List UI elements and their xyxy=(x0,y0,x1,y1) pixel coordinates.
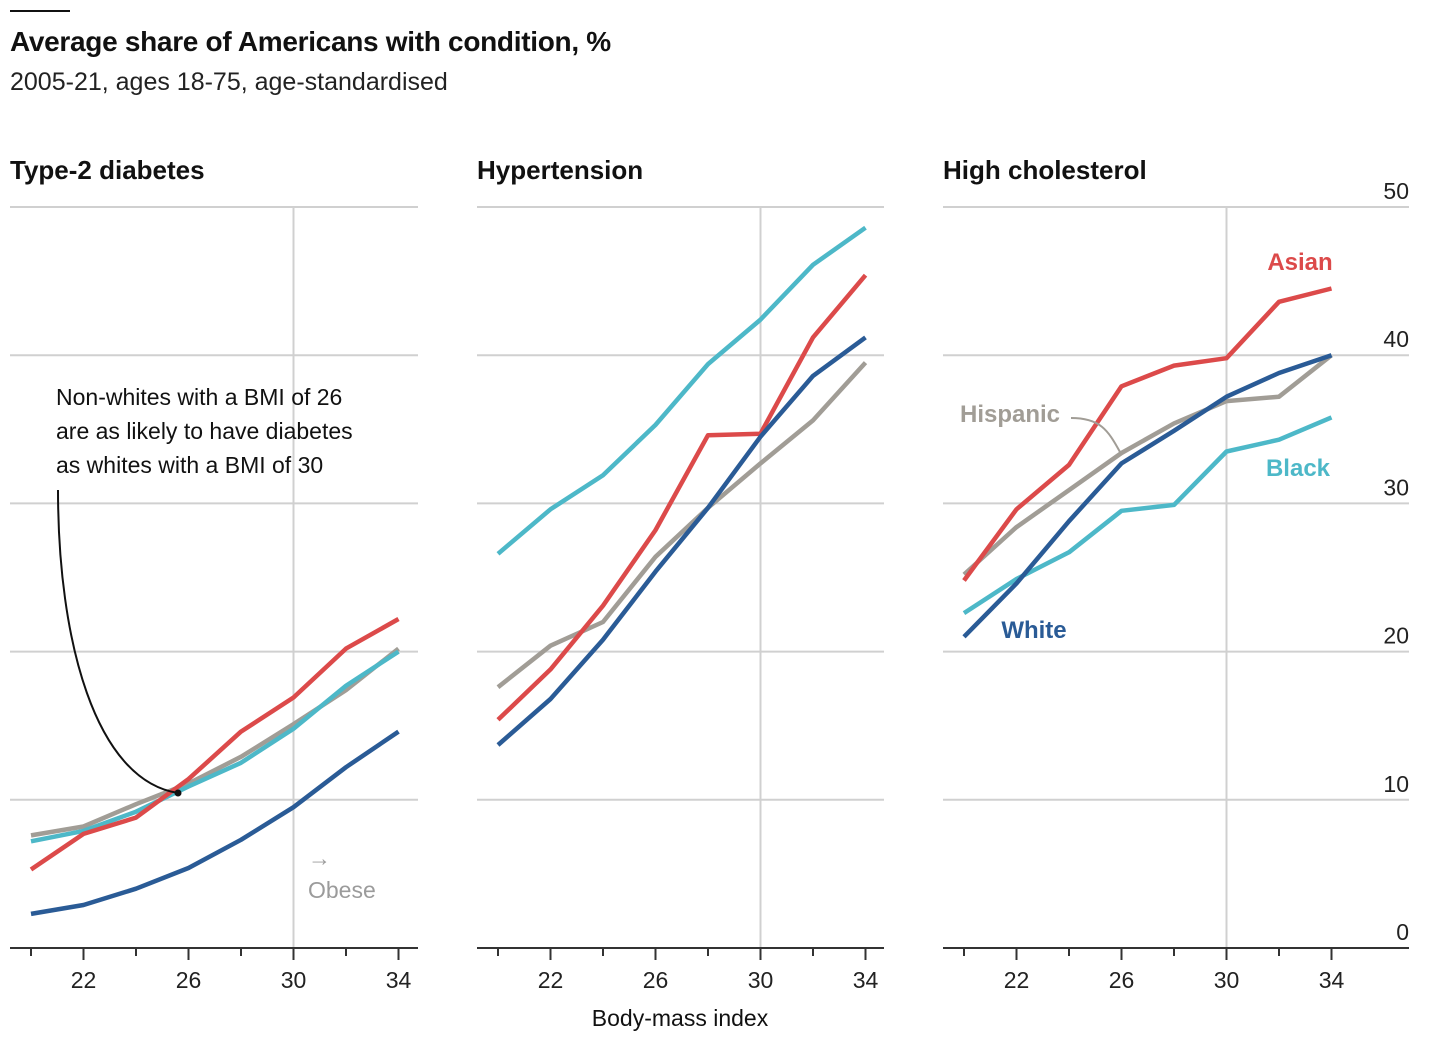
x-tick-label: 26 xyxy=(1109,967,1135,993)
x-tick-label: 30 xyxy=(1214,967,1240,993)
x-tick-label: 34 xyxy=(853,967,879,993)
x-tick-label: 26 xyxy=(643,967,669,993)
series-line-hispanic xyxy=(962,353,1333,577)
diabetes-annotation-line: are as likely to have diabetes xyxy=(56,418,353,444)
diabetes-annotation-line: Non-whites with a BMI of 26 xyxy=(56,384,342,410)
y-tick-label: 20 xyxy=(1383,623,1409,649)
x-tick-label: 22 xyxy=(538,967,564,993)
series-line-asian xyxy=(962,286,1333,582)
x-tick-label: 34 xyxy=(386,967,412,993)
x-tick-label: 30 xyxy=(748,967,774,993)
y-tick-label: 10 xyxy=(1383,771,1409,797)
series-line-white xyxy=(962,353,1333,639)
hispanic-leader-line xyxy=(1070,417,1121,453)
obese-arrow-icon: → xyxy=(308,845,331,871)
x-axis-label: Body-mass index xyxy=(592,1005,769,1031)
series-label-hispanic: Hispanic xyxy=(960,401,1060,428)
x-tick-label: 34 xyxy=(1319,967,1345,993)
panel-type-2-diabetes: Type-2 diabetes 22 26 30 34 xyxy=(10,155,418,993)
panel-title: Type-2 diabetes xyxy=(10,155,205,185)
obese-label: Obese xyxy=(308,877,376,903)
x-tick-label: 22 xyxy=(1004,967,1030,993)
x-tick-label: 22 xyxy=(71,967,97,993)
series-line-white xyxy=(496,335,867,747)
panel-title: High cholesterol xyxy=(943,155,1147,185)
series-line-asian xyxy=(29,617,400,872)
series-line-white xyxy=(30,729,400,917)
chart-title: Average share of Americans with conditio… xyxy=(10,26,611,57)
series-label-white: White xyxy=(1001,617,1066,644)
annotation-pointer xyxy=(57,489,179,794)
series-line-hispanic xyxy=(496,361,868,689)
x-tick-label: 26 xyxy=(176,967,202,993)
title-rule xyxy=(10,10,70,12)
series-line-black xyxy=(30,649,400,844)
annotation-dot xyxy=(174,789,182,797)
series-line-asian xyxy=(496,273,868,722)
panel-high-cholesterol: High cholesterol 22 26 30 34 0 10 20 30 40 50 Asian… xyxy=(943,155,1409,993)
series-line-hispanic xyxy=(30,646,400,838)
y-tick-label: 30 xyxy=(1383,474,1409,500)
y-tick-label: 0 xyxy=(1396,919,1409,945)
y-tick-label: 50 xyxy=(1383,178,1409,204)
series-line-black xyxy=(496,225,867,556)
series-label-black: Black xyxy=(1266,455,1331,482)
chart-subtitle: 2005-21, ages 18-75, age-standardised xyxy=(10,68,448,96)
x-tick-label: 30 xyxy=(281,967,307,993)
panel-title: Hypertension xyxy=(477,155,643,185)
y-tick-label: 40 xyxy=(1383,326,1409,352)
panel-hypertension: Hypertension 22 26 30 34 Body-mass index xyxy=(477,155,884,1031)
diabetes-annotation-line: as whites with a BMI of 30 xyxy=(56,452,323,478)
series-label-asian: Asian xyxy=(1267,249,1332,276)
